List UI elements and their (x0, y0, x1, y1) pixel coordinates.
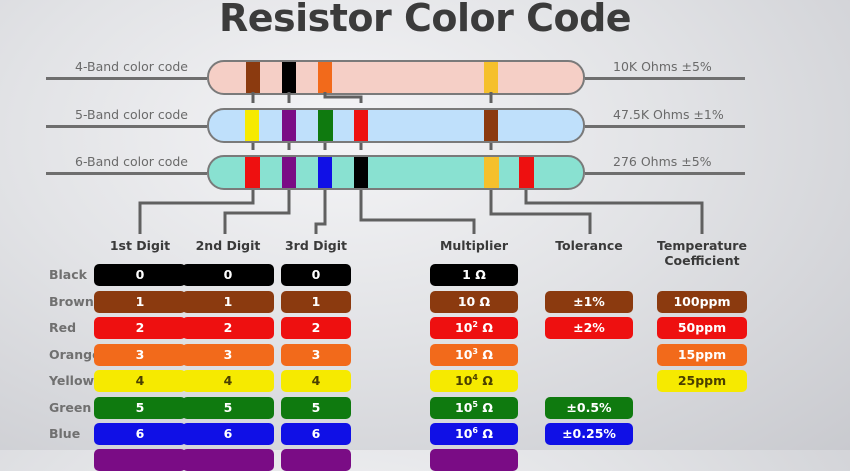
color-band (245, 157, 260, 188)
color-band (282, 110, 296, 141)
value-pill-temp: 50ppm (657, 317, 747, 339)
value-pill-temp: 100ppm (657, 291, 747, 313)
resistor-lead-right (585, 76, 745, 80)
value-pill-mult: 106 Ω (430, 423, 518, 445)
color-band (282, 157, 296, 188)
resistor-value-label: 10K Ohms ±5% (613, 59, 712, 74)
column-header: 3rd Digit (284, 238, 348, 253)
color-band (318, 110, 333, 141)
value-pill-tol: ±0.5% (545, 397, 633, 419)
value-pill-d1: 0 (94, 264, 186, 286)
row-color-name: Orange (49, 347, 101, 362)
value-pill-temp: 25ppm (657, 370, 747, 392)
resistor-body (207, 155, 585, 190)
connector-line (138, 190, 255, 234)
value-pill-d3 (281, 449, 351, 471)
value-pill-d1: 5 (94, 397, 186, 419)
value-pill-d3: 3 (281, 344, 351, 366)
connector-line (524, 190, 704, 234)
value-pill-mult: 10 Ω (430, 291, 518, 313)
value-pill-d2: 4 (182, 370, 274, 392)
value-pill-mult: 102 Ω (430, 317, 518, 339)
resistor-type-label: 4-Band color code (75, 59, 188, 74)
color-band (282, 62, 296, 93)
resistor-lead-left (46, 124, 207, 128)
resistor-lead-left (46, 171, 207, 175)
value-pill-mult: 105 Ω (430, 397, 518, 419)
row-color-name: Blue (49, 426, 81, 441)
value-pill-d3: 4 (281, 370, 351, 392)
value-pill-d2: 2 (182, 317, 274, 339)
connector-line (223, 190, 291, 234)
value-pill-d2: 1 (182, 291, 274, 313)
column-header: 1st Digit (109, 238, 171, 253)
resistor-body (207, 108, 585, 143)
value-pill-d2 (182, 449, 274, 471)
row-color-name: Brown (49, 294, 94, 309)
resistor-lead-left (46, 76, 207, 80)
color-band (318, 157, 332, 188)
value-pill-d2: 3 (182, 344, 274, 366)
color-band (354, 157, 368, 188)
row-color-name: Black (49, 267, 87, 282)
column-header: Multiplier (439, 238, 509, 253)
value-pill-temp: 15ppm (657, 344, 747, 366)
resistor-body (207, 60, 585, 95)
value-pill-d1: 6 (94, 423, 186, 445)
resistor-value-label: 276 Ohms ±5% (613, 154, 712, 169)
row-color-name: Green (49, 400, 92, 415)
value-pill-d3: 6 (281, 423, 351, 445)
value-pill-d3: 0 (281, 264, 351, 286)
color-band (245, 110, 259, 141)
row-color-name: Yellow (49, 373, 95, 388)
value-pill-mult (430, 449, 518, 471)
value-pill-d3: 5 (281, 397, 351, 419)
resistor-lead-right (585, 171, 745, 175)
value-pill-d1 (94, 449, 186, 471)
color-band (519, 157, 534, 188)
color-band (354, 110, 368, 141)
value-pill-d1: 3 (94, 344, 186, 366)
page-title: Resistor Color Code (218, 0, 632, 40)
color-band (484, 62, 498, 93)
value-pill-d1: 4 (94, 370, 186, 392)
band-connector-lines (138, 92, 704, 234)
value-pill-d2: 5 (182, 397, 274, 419)
value-pill-mult: 103 Ω (430, 344, 518, 366)
value-pill-tol: ±2% (545, 317, 633, 339)
resistor-lead-right (585, 124, 745, 128)
color-band (484, 157, 499, 188)
connector-line (314, 190, 327, 234)
value-pill-d3: 2 (281, 317, 351, 339)
connector-line (489, 190, 592, 234)
value-pill-d1: 2 (94, 317, 186, 339)
value-pill-mult: 1 Ω (430, 264, 518, 286)
connector-line (359, 190, 476, 234)
value-pill-d1: 1 (94, 291, 186, 313)
resistor-value-label: 47.5K Ohms ±1% (613, 107, 724, 122)
value-pill-tol: ±1% (545, 291, 633, 313)
value-pill-mult: 104 Ω (430, 370, 518, 392)
color-band (246, 62, 260, 93)
color-band (484, 110, 498, 141)
value-pill-d2: 0 (182, 264, 274, 286)
column-header: Temperature Coefficient (657, 238, 747, 268)
column-header: 2nd Digit (195, 238, 261, 253)
connector-line (323, 92, 363, 103)
resistor-type-label: 5-Band color code (75, 107, 188, 122)
resistor-type-label: 6-Band color code (75, 154, 188, 169)
value-pill-d2: 6 (182, 423, 274, 445)
column-header: Tolerance (555, 238, 623, 253)
row-color-name: Red (49, 320, 77, 335)
color-band (318, 62, 332, 93)
value-pill-d3: 1 (281, 291, 351, 313)
value-pill-tol: ±0.25% (545, 423, 633, 445)
